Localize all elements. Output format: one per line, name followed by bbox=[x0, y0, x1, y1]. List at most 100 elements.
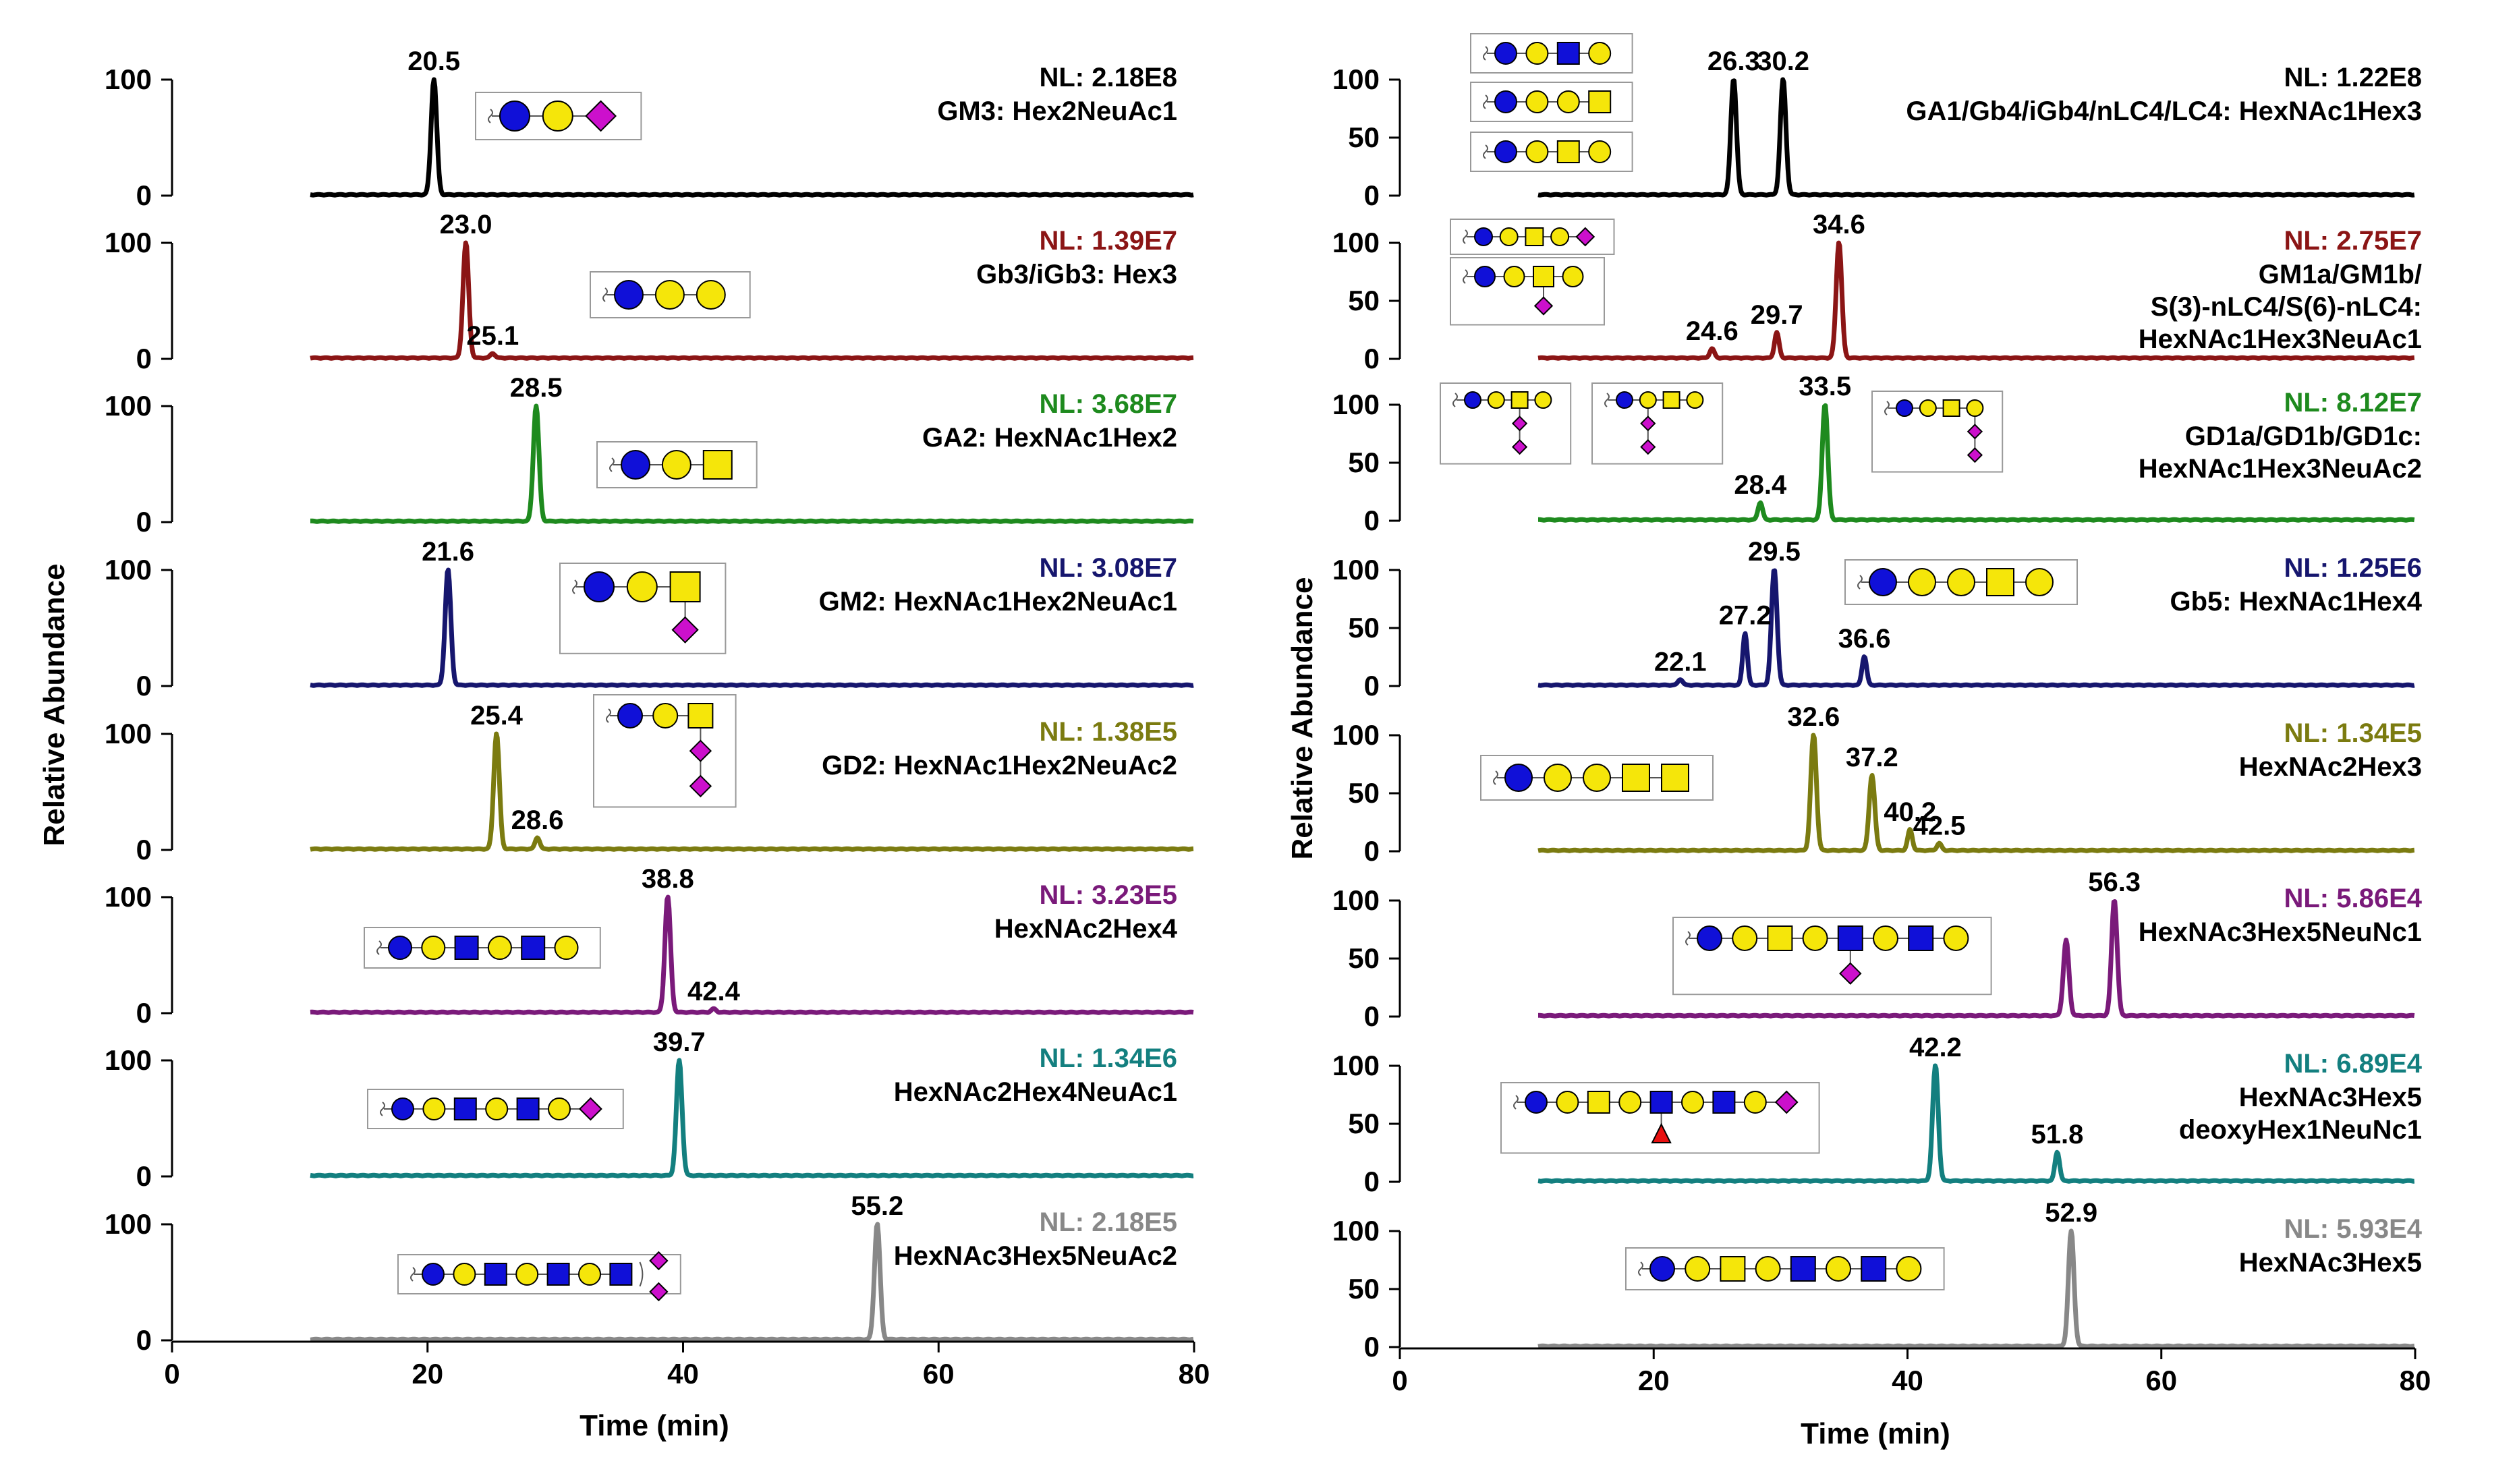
peak-label: 28.5 bbox=[510, 373, 563, 403]
peak-label: 23.0 bbox=[440, 210, 492, 239]
y-tick-label: 0 bbox=[1364, 179, 1380, 211]
glycan-structure bbox=[1625, 1247, 1945, 1290]
glcnac-residue bbox=[1712, 1091, 1736, 1114]
gal-residue bbox=[1755, 1256, 1781, 1282]
neu-residue bbox=[1575, 227, 1595, 247]
glycan-box bbox=[1450, 257, 1605, 326]
glc-residue bbox=[1525, 1091, 1548, 1114]
glc-residue bbox=[1616, 391, 1633, 409]
glycan-structure bbox=[397, 1251, 681, 1302]
normalization-level: NL: 3.23E5 bbox=[1039, 880, 1177, 910]
galnac-residue bbox=[1662, 391, 1680, 409]
glcnac-residue bbox=[1790, 1256, 1816, 1282]
y-tick-label: 0 bbox=[1364, 343, 1380, 374]
glycan-structure bbox=[1470, 33, 1633, 74]
trace-panel: 100 0 20.5 NL: 2.18E8 GM3: Hex2NeuAc1 bbox=[105, 47, 1195, 211]
y-tick-label: 0 bbox=[136, 1160, 152, 1192]
glycan-name: HexNAc3Hex5 bbox=[2239, 1083, 2422, 1112]
x-tick-label: 60 bbox=[2145, 1365, 2177, 1396]
peak-label: 37.2 bbox=[1846, 743, 1898, 772]
x-tick-label: 20 bbox=[1638, 1365, 1670, 1396]
y-tick-label: 100 bbox=[1332, 719, 1380, 751]
peak-label: 38.8 bbox=[642, 864, 694, 894]
peak-label: 36.6 bbox=[1838, 624, 1891, 654]
glc-residue bbox=[422, 1263, 445, 1286]
peak-label: 26.3 bbox=[1707, 47, 1760, 76]
galnac-residue bbox=[702, 450, 733, 480]
glycan-name: HexNAc2Hex3 bbox=[2239, 752, 2422, 782]
chromatogram-trace bbox=[309, 403, 1195, 524]
ceramide-squiggle bbox=[1463, 229, 1468, 244]
gal-residue bbox=[1802, 925, 1828, 951]
normalization-level: NL: 5.86E4 bbox=[2284, 884, 2422, 913]
right-x-axis-title: Time (min) bbox=[1801, 1417, 1950, 1450]
chromatogram-trace bbox=[309, 894, 1195, 1015]
chromatogram-trace bbox=[309, 1058, 1195, 1178]
neu-residue bbox=[689, 774, 712, 798]
gal-residue bbox=[1896, 1256, 1922, 1282]
ceramide-squiggle bbox=[1884, 401, 1890, 416]
x-tick-label: 80 bbox=[1179, 1358, 1210, 1390]
glc-residue bbox=[388, 936, 412, 960]
chromatogram-trace bbox=[1537, 77, 2416, 198]
glycan-structure bbox=[1450, 257, 1605, 326]
gal-residue bbox=[1525, 42, 1549, 65]
glycan-structure bbox=[1470, 132, 1633, 172]
gal-residue bbox=[1966, 399, 1984, 417]
gal-residue bbox=[1943, 925, 1969, 951]
y-tick-label: 0 bbox=[1364, 505, 1380, 536]
neu-residue bbox=[1839, 962, 1862, 985]
y-tick-label: 100 bbox=[105, 390, 152, 422]
y-tick-label: 0 bbox=[136, 997, 152, 1029]
normalization-level: NL: 2.75E7 bbox=[2284, 226, 2422, 256]
trace-panel: 100 0 38.8 42.4 NL: 3.23E5 HexNAc2Hex4 bbox=[105, 864, 1195, 1029]
glcnac-residue bbox=[516, 1097, 540, 1120]
ceramide-squiggle bbox=[606, 708, 611, 723]
glc-residue bbox=[614, 280, 644, 310]
glc-residue bbox=[1869, 568, 1897, 596]
y-tick-label: 100 bbox=[1332, 1050, 1380, 1081]
y-tick-label: 100 bbox=[1332, 884, 1380, 916]
trace-panel: 100 50 0 24.6 29.7 34.6 NL: 2.75E7 GM1a/GM1b/S(… bbox=[1332, 210, 2422, 374]
y-tick-label: 0 bbox=[136, 834, 152, 865]
normalization-level: NL: 1.39E7 bbox=[1039, 226, 1177, 256]
trace-panel: 100 0 28.5 NL: 3.68E7 GA2: HexNAc1Hex2 bbox=[105, 373, 1195, 538]
galnac-residue bbox=[1942, 399, 1960, 417]
glcnac-residue bbox=[453, 1097, 477, 1120]
y-tick-label: 50 bbox=[1348, 942, 1380, 974]
glycan-name: HexNAc1Hex3NeuAc1 bbox=[2139, 324, 2422, 354]
glycan-structure bbox=[1470, 82, 1633, 122]
peak-label: 27.2 bbox=[1719, 601, 1772, 631]
y-tick-label: 0 bbox=[136, 179, 152, 211]
ceramide-squiggle bbox=[1685, 931, 1691, 946]
y-tick-label: 100 bbox=[1332, 554, 1380, 586]
ceramide-squiggle bbox=[1513, 1095, 1519, 1110]
glycan-name: GD2: HexNAc1Hex2NeuAc2 bbox=[822, 751, 1177, 780]
right-y-axis-title: Relative Abundance bbox=[1286, 577, 1319, 860]
glycan-structure bbox=[559, 563, 727, 654]
glcnac-residue bbox=[546, 1263, 570, 1286]
gal-residue bbox=[1681, 1091, 1704, 1114]
y-tick-label: 50 bbox=[1348, 447, 1380, 478]
trace-panel: 100 50 0 28.4 33.5 NL: 8.12E7 GD1a/GD1b/GD1c: H… bbox=[1332, 372, 2422, 536]
peak-label: 42.4 bbox=[687, 977, 741, 1006]
gal-residue bbox=[1919, 399, 1937, 417]
gal-residue bbox=[1544, 764, 1572, 792]
peak-label: 51.8 bbox=[2031, 1120, 2084, 1149]
glycan-name: GA1/Gb4/iGb4/nLC4/LC4: HexNAc1Hex3 bbox=[1906, 96, 2422, 126]
gal-residue bbox=[1732, 925, 1758, 951]
y-tick-label: 100 bbox=[1332, 1215, 1380, 1247]
peak-label: 52.9 bbox=[2045, 1198, 2097, 1228]
ceramide-squiggle bbox=[1452, 393, 1458, 407]
chromatogram-trace bbox=[309, 240, 1195, 361]
chromatogram-trace bbox=[1537, 568, 2416, 688]
gal-residue bbox=[1556, 1091, 1579, 1114]
peak-label: 32.6 bbox=[1787, 702, 1840, 732]
normalization-level: NL: 1.38E5 bbox=[1039, 717, 1177, 747]
gal-residue bbox=[1947, 568, 1975, 596]
glycan-box bbox=[1591, 382, 1724, 465]
glycan-name: Gb3/iGb3: Hex3 bbox=[976, 260, 1177, 289]
left-x-axis-title: Time (min) bbox=[580, 1409, 729, 1442]
x-tick-label: 80 bbox=[2400, 1365, 2431, 1396]
galnac-residue bbox=[1510, 391, 1529, 409]
